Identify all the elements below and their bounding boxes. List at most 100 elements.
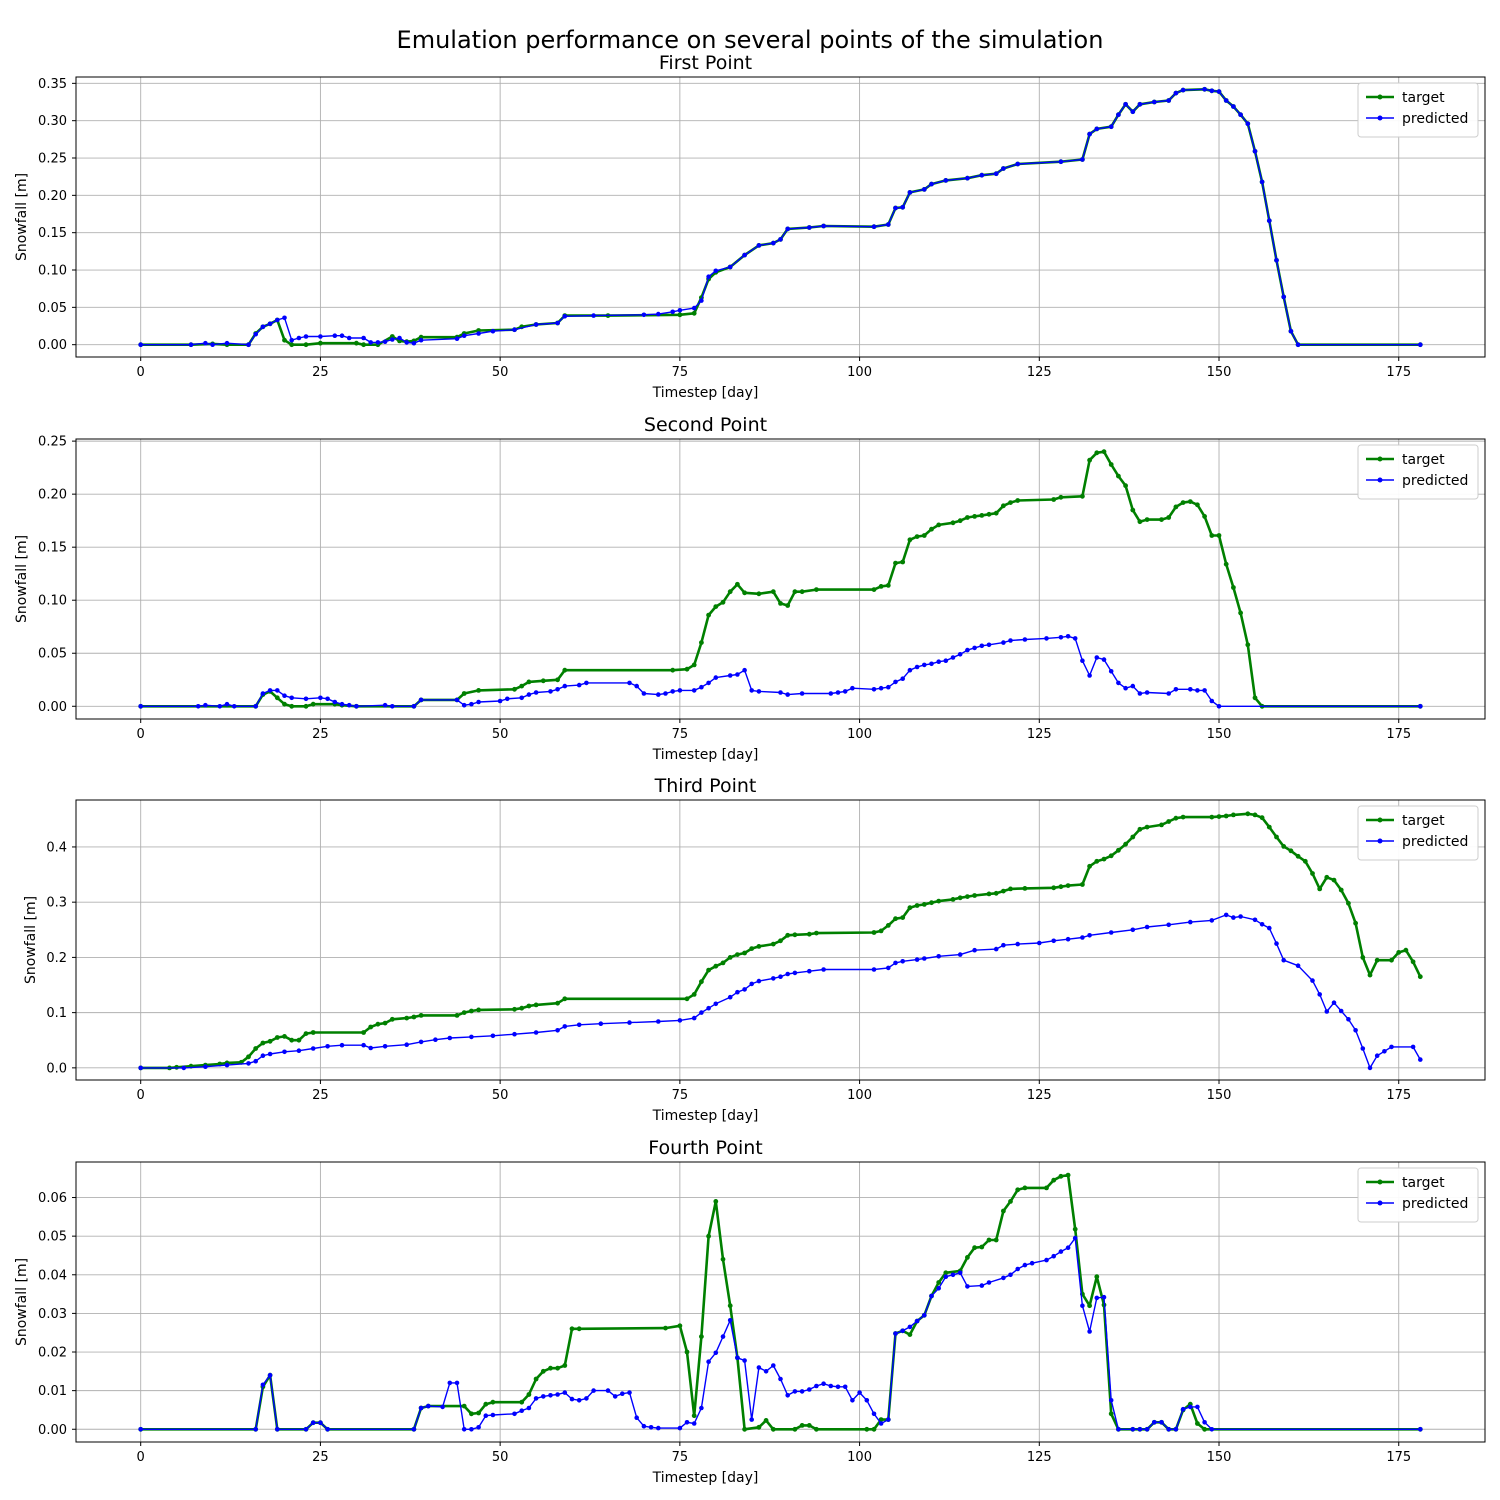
chart4-target-point-38 (763, 1418, 769, 1423)
chart1-predicted-point-4 (224, 340, 230, 346)
chart1-predicted-point-7 (260, 324, 266, 330)
chart4-ytick-label-5: 0.05 (38, 1230, 67, 1245)
chart4-target-point-32 (713, 1199, 719, 1204)
chart3-predicted-markers (138, 912, 1423, 1071)
chart2-predicted-point-46 (706, 680, 711, 686)
chart1-predicted-point-13 (303, 334, 309, 339)
chart3-target-markers (138, 811, 1423, 1071)
chart2-predicted-point-21 (411, 704, 417, 709)
chart1-predicted-point-50 (807, 225, 812, 230)
chart2-target-point-64 (1094, 450, 1100, 456)
chart3-predicted-point-18 (433, 1037, 438, 1042)
chart1-ytick-label-1: 0.05 (38, 301, 67, 316)
chart1-predicted-point-60 (965, 175, 970, 181)
chart4-predicted-point-66 (864, 1398, 870, 1403)
chart2-predicted-point-23 (454, 697, 460, 703)
chart2-target-point-20 (540, 678, 546, 684)
chart1-xtick-label-6: 150 (1207, 365, 1232, 380)
chart4-predicted-point-20 (512, 1411, 517, 1417)
chart2-predicted-point-19 (382, 702, 388, 708)
chart3-legend: target predicted (1357, 805, 1479, 861)
chart1-ytick-label-7: 0.35 (38, 77, 67, 92)
chart3-predicted-point-17 (418, 1039, 424, 1045)
chart2-predicted-point-60 (871, 687, 877, 692)
chart1-plot-area (76, 77, 1485, 357)
chart3-target-point-31 (519, 1005, 525, 1011)
chart2-xtick-label-4: 100 (847, 727, 872, 742)
chart3-ytick-label-0: 0.0 (46, 1061, 67, 1076)
chart4-predicted-point-111 (1418, 1427, 1423, 1432)
chart4-predicted-point-53 (771, 1363, 776, 1368)
chart3-predicted-point-45 (821, 967, 826, 972)
chart4-target-point-26 (663, 1325, 668, 1331)
chart2-predicted-point-52 (756, 689, 762, 694)
chart2-legend-target-marker (1377, 456, 1383, 462)
chart1-predicted-point-11 (289, 337, 295, 343)
chart2-target-point-55 (986, 511, 992, 517)
chart2-target-point-46 (914, 534, 920, 539)
chart4-target-point-14 (476, 1410, 481, 1416)
chart2-target-point-8 (310, 701, 316, 707)
chart4-target-point-20 (540, 1368, 546, 1374)
chart4-predicted-point-47 (727, 1318, 733, 1323)
chart4-predicted-point-99 (1130, 1427, 1136, 1432)
chart2-target-point-24 (684, 666, 690, 672)
chart4-predicted-point-40 (677, 1425, 683, 1431)
chart2-target-point-41 (878, 584, 884, 589)
chart1-predicted-point-45 (742, 252, 747, 258)
chart2-target-point-40 (871, 587, 877, 592)
chart3-legend-target-marker (1377, 817, 1383, 823)
chart4-title: Fourth Point (648, 1137, 762, 1159)
chart3-target-point-57 (900, 915, 906, 920)
chart2-predicted-point-55 (799, 691, 805, 696)
chart4-target-point-67 (1051, 1177, 1057, 1183)
chart3-xlabel: Timestep [day] (652, 1108, 759, 1124)
chart3-predicted-point-60 (1065, 936, 1071, 942)
chart3-target-point-52 (814, 930, 819, 936)
chart2-target-point-62 (1080, 493, 1085, 499)
chart1-predicted-point-36 (641, 312, 647, 318)
chart3-target-point-22 (389, 1016, 395, 1022)
chart2-predicted-point-74 (972, 645, 977, 651)
chart2-target-point-6 (289, 703, 295, 709)
chart1-ytick-label-4: 0.20 (38, 189, 67, 204)
chart3-predicted-point-69 (1223, 912, 1229, 918)
chart2-target-line (140, 450, 1421, 708)
chart2-target-point-15 (461, 691, 467, 696)
chart2-predicted-point-51 (749, 688, 754, 693)
chart2-predicted-point-87 (1101, 657, 1107, 662)
chart4-target-point-58 (972, 1245, 977, 1251)
chart4-predicted-point-49 (742, 1358, 747, 1363)
chart2-predicted-point-35 (576, 682, 582, 688)
chart3-target-point-34 (555, 1000, 560, 1006)
chart3-predicted-point-50 (914, 957, 920, 962)
chart1-predicted-point-80 (1216, 89, 1222, 94)
chart2-predicted-point-13 (318, 695, 323, 701)
chart2-target-point-45 (907, 537, 913, 543)
chart2-ytick-label-3: 0.15 (38, 541, 67, 556)
chart1-predicted-point-83 (1238, 112, 1243, 117)
chart2-target-point-70 (1137, 519, 1143, 525)
chart3-target-point-82 (1130, 834, 1136, 840)
chart3-predicted-point-68 (1209, 918, 1215, 923)
chart3-target-point-98 (1281, 844, 1287, 849)
chart3-predicted-point-32 (699, 1010, 704, 1015)
chart2-predicted-point-33 (555, 687, 560, 692)
chart2-predicted-point-88 (1108, 669, 1114, 674)
chart1-predicted-point-70 (1116, 112, 1121, 117)
chart4-predicted-point-2 (260, 1382, 266, 1388)
chart4-target-point-57 (965, 1255, 970, 1260)
chart3-ytick-label-4: 0.4 (46, 840, 67, 855)
chart2-target-point-63 (1087, 457, 1092, 463)
chart4-predicted-point-78 (950, 1272, 956, 1278)
chart1-predicted-point-35 (591, 313, 596, 318)
chart2-predicted-point-75 (979, 643, 985, 649)
chart1-predicted-point-33 (555, 320, 560, 326)
chart1-predicted-point-62 (993, 171, 999, 176)
chart1-ytick-label-5: 0.25 (38, 152, 67, 167)
chart4-target-point-60 (986, 1237, 992, 1243)
chart4-target-point-62 (1001, 1208, 1006, 1214)
chart3-predicted-point-75 (1274, 941, 1279, 946)
chart1-ytick-label-6: 0.30 (38, 114, 67, 129)
